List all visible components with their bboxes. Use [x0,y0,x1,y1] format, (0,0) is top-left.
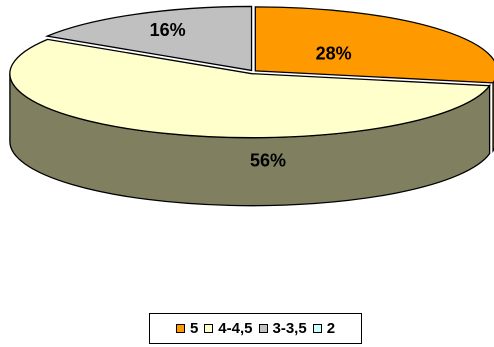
legend-label-5: 5 [189,320,199,337]
legend-entry-3-3-5: 3-3,5 [258,320,307,337]
legend-entry-4-4-5: 4-4,5 [204,320,253,337]
legend-swatch-3-3-5 [258,324,268,333]
legend-swatch-5 [175,324,185,333]
data-label-3-3,5: 16% [150,20,186,40]
pie-slice-4-4,5 [9,38,491,139]
legend-label-2: 2 [326,320,336,337]
data-label-5: 28% [316,44,352,64]
data-label-4-4,5: 56% [250,151,286,171]
pie-slice-3-3,5 [44,5,253,72]
legend: 5 4-4,5 3-3,5 2 [149,313,362,344]
legend-entry-2: 2 [312,320,336,337]
legend-label-4-4-5: 4-4,5 [218,320,253,337]
pie-slice-5 [254,6,494,84]
legend-swatch-2 [312,324,322,333]
legend-swatch-4-4-5 [204,324,214,333]
legend-label-3-3-5: 3-3,5 [272,320,307,337]
legend-entry-5: 5 [175,320,199,337]
